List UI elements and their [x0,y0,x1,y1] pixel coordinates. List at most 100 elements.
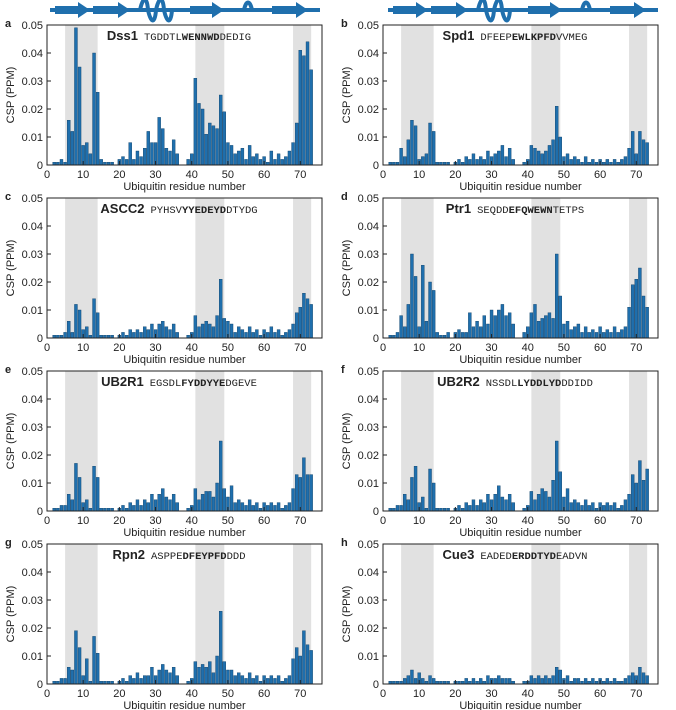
bar [63,505,67,512]
bar [309,304,313,339]
bar [471,153,476,166]
bar [573,326,577,339]
bar [74,304,78,339]
bar [266,332,270,339]
x-tick-label: 60 [258,688,270,700]
bar [507,494,512,512]
bar [540,488,544,512]
panel-label: g [5,537,12,549]
bar [305,644,310,685]
x-tick-label: 50 [558,688,570,700]
x-tick-label: 60 [258,169,270,181]
bar [161,128,165,166]
y-tick-label: 0.02 [358,450,379,462]
bar [132,332,136,339]
bar [164,147,169,166]
bar [479,499,483,512]
x-tick-label: 40 [522,688,534,700]
bar [471,499,476,512]
bar [258,159,263,166]
bar [424,153,429,166]
bar [95,91,100,166]
protein-name: Dss1 [107,28,138,43]
x-tick-label: 10 [77,169,89,181]
y-tick-label: 0.01 [22,651,43,663]
bar [540,153,544,166]
bar [620,505,624,512]
panel-title: Cue3 EADEDERDDTYDEADVN [443,547,588,563]
x-tick-label: 30 [485,342,497,354]
bar [157,323,161,339]
bar [237,672,241,685]
bar [627,147,631,166]
bar [208,122,212,166]
protein-name: Ptr1 [446,201,471,216]
bar [284,678,288,685]
bar [139,678,143,685]
beta-strand [190,2,224,18]
bar [428,122,432,166]
bar [128,142,132,166]
bar [77,309,82,339]
bar [291,323,295,339]
bar [565,153,570,166]
y-tick-label: 0.02 [22,104,43,116]
bar [576,678,581,685]
panel-title: UB2R1 EGSDLFYDDYYEDGEVE [101,374,257,390]
bar [291,488,295,512]
bar [410,253,414,339]
x-tick-label: 50 [222,688,234,700]
y-tick-label: 0.05 [358,539,379,551]
bar [507,678,512,685]
y-tick-label: 0.04 [358,567,379,579]
bar [255,502,259,512]
bar [276,502,281,512]
bar [555,440,559,512]
bar [428,468,432,512]
bar [229,485,234,512]
protein-name: Rpn2 [112,547,145,562]
bar [479,326,483,339]
bar [92,52,96,166]
bar [573,678,577,685]
bar [222,318,226,339]
bar [576,159,581,166]
bar [555,667,559,685]
sequence-motif: WENNWD [182,32,220,44]
plot-frame [382,370,659,512]
bar [641,672,646,685]
bar [215,482,219,512]
bar [135,672,140,685]
bar [507,147,512,166]
bar [161,321,165,339]
panel-title: UB2R2 NSSDLLYDDLYDDDIDD [437,374,593,390]
bar [558,669,562,685]
x-tick-label: 20 [113,342,125,354]
x-axis-label: Ubiquitin residue number [459,181,582,193]
bar [500,678,505,685]
bar [468,505,472,512]
bar [547,678,552,685]
bar [645,142,649,166]
bar [309,69,313,166]
bar [171,139,176,166]
bar [486,494,490,512]
bar [197,326,201,339]
bar [612,159,617,166]
y-tick-label: 0.01 [358,305,379,317]
bar [269,502,274,512]
bar [612,678,617,685]
bar [638,267,642,339]
bar [547,496,552,512]
sequence-suffix: DDIDD [561,378,593,390]
bar [175,153,179,166]
bar [609,332,613,339]
bar [200,323,205,339]
bar [399,147,403,166]
bar [464,502,468,512]
bar [157,117,161,166]
bar [294,474,299,512]
sequence-motif: ERDDTYD [512,551,556,563]
bar [630,474,635,512]
bar [536,321,541,339]
